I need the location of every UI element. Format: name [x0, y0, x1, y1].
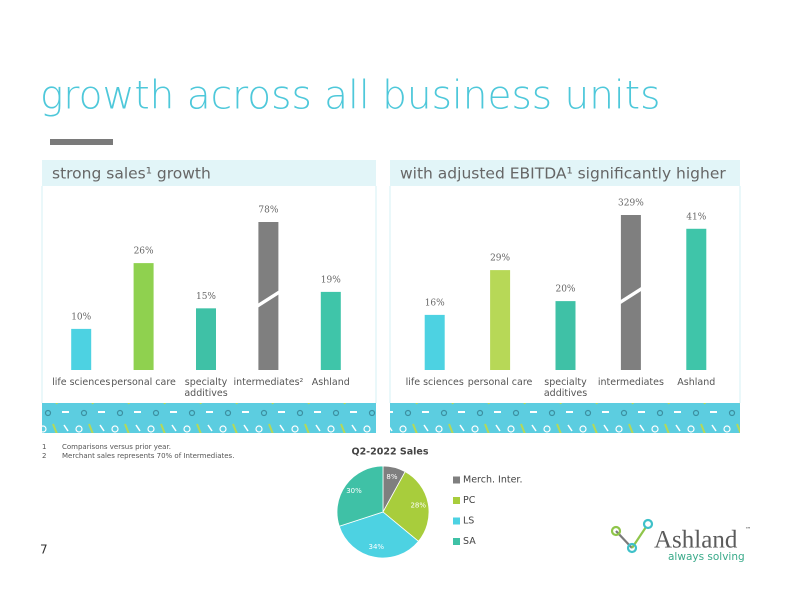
value-label: 10% — [71, 312, 91, 322]
x-tick-label: specialty additives — [543, 377, 588, 399]
x-tick-label: Ashland — [311, 377, 350, 388]
bar — [133, 263, 154, 370]
bar — [490, 270, 511, 370]
pie-slice — [382, 471, 430, 542]
value-label: 15% — [196, 292, 216, 302]
bar — [320, 291, 341, 370]
bar — [71, 328, 92, 370]
logo-tagline: always solving — [668, 551, 745, 563]
bar — [555, 301, 576, 370]
legend-swatch — [453, 497, 460, 504]
legend-swatch — [453, 476, 460, 484]
pie-slice — [336, 465, 384, 527]
pattern-strip — [42, 403, 376, 433]
value-label: 78% — [258, 206, 278, 216]
footnote-text: Merchant sales represents 70% of Interme… — [62, 452, 234, 460]
value-label: 16% — [425, 298, 445, 308]
legend-label: SA — [463, 536, 476, 547]
slice-label: 28% — [410, 501, 426, 509]
axis-break — [257, 290, 280, 308]
bar — [196, 308, 216, 370]
panel-header — [42, 160, 376, 186]
value-label: 29% — [490, 254, 510, 264]
slice-label: 30% — [346, 487, 362, 495]
x-tick-label: Ashland — [677, 377, 716, 388]
pattern-strip — [390, 403, 740, 433]
logo-trademark: ™ — [745, 527, 751, 534]
slice-label: 8% — [386, 473, 397, 481]
value-label: 26% — [134, 247, 154, 257]
panel-title: strong sales¹ growth — [52, 165, 211, 183]
x-tick-label: intermediates — [597, 377, 664, 388]
legend-label: LS — [463, 516, 474, 527]
legend-swatch — [453, 538, 460, 545]
slide-title: growth across all business units — [40, 74, 660, 119]
x-tick-label: intermediates² — [233, 377, 304, 388]
value-label: 329% — [618, 199, 644, 209]
title-underline — [50, 139, 113, 145]
legend-label: Merch. Inter. — [463, 475, 522, 486]
x-tick-label: specialty additives — [184, 377, 228, 399]
pie-slice — [338, 511, 420, 559]
page-number: 7 — [40, 543, 48, 557]
bar — [620, 215, 641, 370]
footnote-text: Comparisons versus prior year. — [62, 443, 171, 451]
logo-icon — [610, 518, 654, 554]
value-label: 19% — [321, 275, 341, 285]
panel-header — [390, 160, 740, 186]
axis-break — [619, 286, 642, 305]
bar — [686, 228, 707, 370]
panel-title: with adjusted EBITDA¹ significantly high… — [400, 165, 726, 183]
value-label: 41% — [686, 212, 706, 222]
value-label: 20% — [555, 285, 575, 295]
x-tick-label: life sciences — [405, 377, 464, 388]
legend-swatch — [453, 517, 460, 525]
bar — [258, 222, 279, 370]
x-tick-label: personal care — [467, 377, 533, 388]
legend-label: PC — [463, 495, 476, 506]
footnote-number: 1 — [42, 443, 46, 451]
footnote-number: 2 — [42, 452, 46, 460]
x-tick-label: life sciences — [52, 377, 111, 388]
logo-name: Ashland — [654, 527, 738, 554]
chart-title: Q2-2022 Sales — [352, 447, 429, 458]
slice-label: 34% — [368, 543, 384, 551]
x-tick-label: personal care — [111, 377, 176, 388]
bar — [424, 314, 445, 370]
